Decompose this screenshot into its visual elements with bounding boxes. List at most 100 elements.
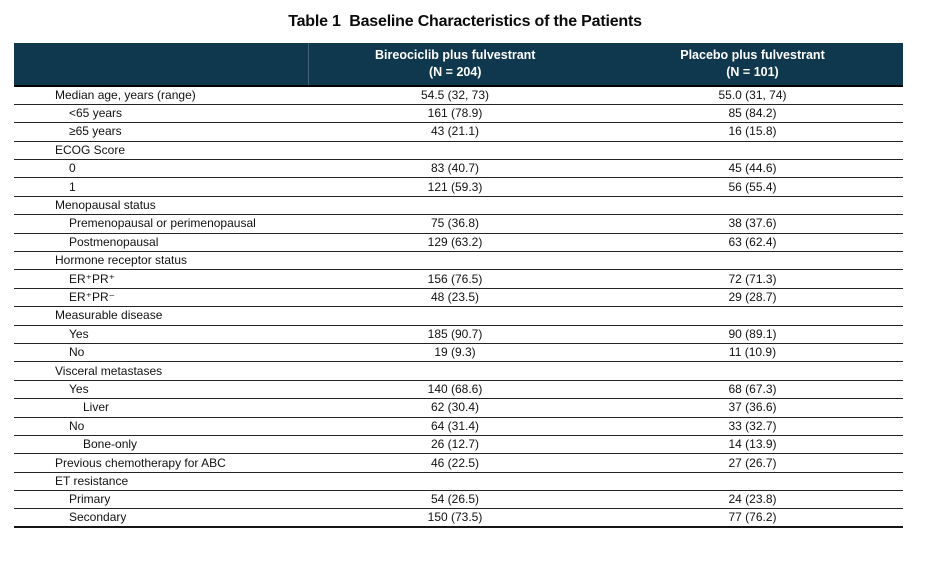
baseline-characteristics-table: Bireociclib plus fulvestrant (N = 204) P… [14,43,903,529]
bireociclib-value [308,141,602,161]
row-label: Hormone receptor status [14,251,308,271]
placebo-value [602,141,903,161]
table-row: Premenopausal or perimenopausal 75 (36.8… [14,214,903,234]
placebo-value [602,472,903,492]
row-label: Visceral metastases [14,361,308,381]
row-label: ≥65 years [14,122,308,142]
header-cell-empty [14,43,308,87]
table-row: Menopausal status [14,196,903,216]
row-label: Previous chemotherapy for ABC [14,453,308,473]
placebo-value: 11 (10.9) [602,343,903,363]
row-label: Measurable disease [14,306,308,326]
bireociclib-value: 140 (68.6) [308,380,602,400]
table-row: 0 83 (40.7) 45 (44.6) [14,159,903,179]
bireociclib-value: 185 (90.7) [308,325,602,344]
bireociclib-value: 46 (22.5) [308,453,602,473]
bireociclib-value: 156 (76.5) [308,269,602,289]
table-row: Bone-only 26 (12.7) 14 (13.9) [14,435,903,455]
placebo-value: 85 (84.2) [602,104,903,124]
row-label: No [14,417,308,436]
placebo-value: 24 (23.8) [602,490,903,510]
table-row: Measurable disease [14,306,903,326]
bireociclib-value: 129 (63.2) [308,233,602,253]
table-row: No 19 (9.3) 11 (10.9) [14,343,903,363]
bireociclib-value: 62 (30.4) [308,398,602,418]
placebo-value: 56 (55.4) [602,177,903,197]
row-label: Menopausal status [14,196,308,216]
column-n-placebo: (N = 101) [726,64,779,79]
placebo-value [602,361,903,381]
table-row: <65 years 161 (78.9) 85 (84.2) [14,104,903,124]
bireociclib-value: 48 (23.5) [308,288,602,308]
row-label: ER⁺PR⁻ [14,288,308,308]
bireociclib-value: 161 (78.9) [308,104,602,124]
row-label: <65 years [14,104,308,124]
table-row: Liver 62 (30.4) 37 (36.6) [14,398,903,418]
row-label: Secondary [14,508,308,529]
placebo-value [602,196,903,216]
bireociclib-value: 26 (12.7) [308,435,602,455]
bireociclib-value: 75 (36.8) [308,214,602,234]
table-row: Hormone receptor status [14,251,903,271]
bireociclib-value: 121 (59.3) [308,177,602,197]
table-title: Table 1 Baseline Characteristics of the … [288,13,642,30]
placebo-value: 37 (36.6) [602,398,903,418]
row-label: ET resistance [14,472,308,492]
table-row: 1 121 (59.3) 56 (55.4) [14,177,903,197]
row-label: Bone-only [14,435,308,455]
row-label: ECOG Score [14,141,308,161]
placebo-value: 68 (67.3) [602,380,903,400]
bireociclib-value: 43 (21.1) [308,122,602,142]
table-body: Median age, years (range) 54.5 (32, 73) … [14,86,903,529]
bireociclib-value [308,251,602,271]
placebo-value: 14 (13.9) [602,435,903,455]
header-cell-bireociclib: Bireociclib plus fulvestrant (N = 204) [307,43,602,87]
column-n-bireociclib: (N = 204) [429,64,482,79]
row-label: Premenopausal or perimenopausal [14,214,308,234]
placebo-value: 90 (89.1) [602,325,903,344]
placebo-value [602,306,903,326]
placebo-value: 77 (76.2) [602,508,903,529]
bireociclib-value: 83 (40.7) [308,159,602,179]
table-row: Yes 140 (68.6) 68 (67.3) [14,380,903,400]
row-label: Postmenopausal [14,233,308,253]
bireociclib-value [308,472,602,492]
row-label: 0 [14,159,308,179]
placebo-value: 55.0 (31, 74) [602,86,903,105]
table-row: Median age, years (range) 54.5 (32, 73) … [14,86,903,105]
row-label: Median age, years (range) [14,86,308,105]
row-label: Yes [14,325,308,344]
table-row: Secondary 150 (73.5) 77 (76.2) [14,508,903,529]
row-label: Liver [14,398,308,418]
placebo-value: 63 (62.4) [602,233,903,253]
row-label: Yes [14,380,308,400]
header-cell-placebo: Placebo plus fulvestrant (N = 101) [602,43,903,87]
table-row: ECOG Score [14,141,903,161]
placebo-value: 33 (32.7) [602,417,903,436]
placebo-value: 16 (15.8) [602,122,903,142]
bireociclib-value: 64 (31.4) [308,417,602,436]
table-row: Primary 54 (26.5) 24 (23.8) [14,490,903,510]
row-label: ER⁺PR⁺ [14,269,308,289]
table-row: ET resistance [14,472,903,492]
bireociclib-value [308,361,602,381]
header-row: Bireociclib plus fulvestrant (N = 204) P… [14,43,903,87]
table-row: Postmenopausal 129 (63.2) 63 (62.4) [14,233,903,253]
table-row: Previous chemotherapy for ABC 46 (22.5) … [14,453,903,473]
bireociclib-value: 54 (26.5) [308,490,602,510]
table-row: ER⁺PR⁺ 156 (76.5) 72 (71.3) [14,269,903,289]
row-label: 1 [14,177,308,197]
placebo-value: 72 (71.3) [602,269,903,289]
table-row: Visceral metastases [14,361,903,381]
placebo-value: 38 (37.6) [602,214,903,234]
column-title-bireociclib: Bireociclib plus fulvestrant [375,48,536,62]
table-row: Yes 185 (90.7) 90 (89.1) [14,325,903,344]
placebo-value [602,251,903,271]
bireociclib-value [308,306,602,326]
bireociclib-value [308,196,602,216]
bireociclib-value: 54.5 (32, 73) [308,86,602,105]
column-title-placebo: Placebo plus fulvestrant [680,48,825,62]
bireociclib-value: 19 (9.3) [308,343,602,363]
placebo-value: 45 (44.6) [602,159,903,179]
